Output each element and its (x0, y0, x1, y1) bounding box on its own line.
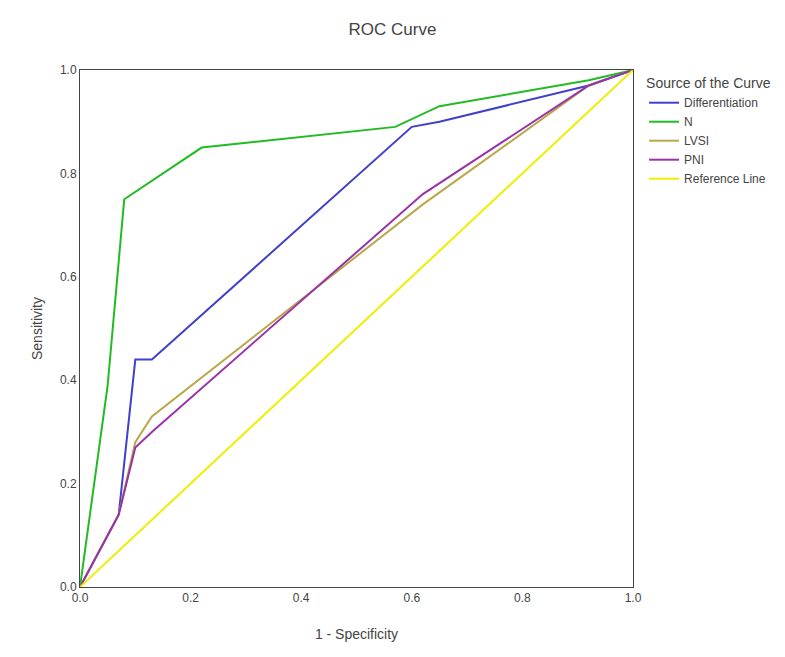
svg-text:PNI: PNI (684, 153, 704, 167)
svg-text:0.6: 0.6 (403, 591, 420, 605)
svg-text:0.2: 0.2 (182, 591, 199, 605)
svg-text:Reference Line: Reference Line (684, 172, 766, 186)
svg-text:Sensitivity: Sensitivity (29, 297, 45, 360)
svg-text:0.8: 0.8 (514, 591, 531, 605)
svg-text:0.2: 0.2 (60, 477, 77, 491)
svg-text:1 - Specificity: 1 - Specificity (315, 626, 398, 642)
svg-text:Source of the Curve: Source of the Curve (646, 75, 771, 91)
svg-text:0.0: 0.0 (60, 580, 77, 594)
svg-text:0.8: 0.8 (60, 167, 77, 181)
svg-text:N: N (684, 115, 693, 129)
svg-text:ROC Curve: ROC Curve (349, 20, 437, 39)
svg-text:0.4: 0.4 (60, 373, 77, 387)
svg-text:0.6: 0.6 (60, 270, 77, 284)
svg-text:Differentiation: Differentiation (684, 96, 758, 110)
svg-text:1.0: 1.0 (625, 591, 642, 605)
svg-text:0.4: 0.4 (293, 591, 310, 605)
svg-text:LVSI: LVSI (684, 134, 709, 148)
svg-text:0.0: 0.0 (72, 591, 89, 605)
svg-text:1.0: 1.0 (60, 63, 77, 77)
